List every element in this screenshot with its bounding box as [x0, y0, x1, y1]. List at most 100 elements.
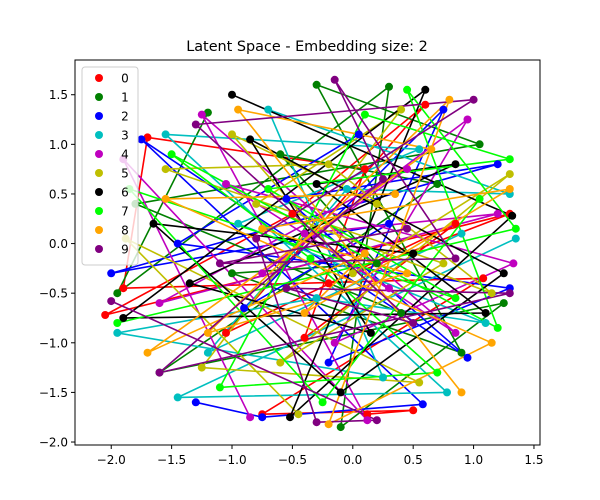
series-5-point: [372, 199, 381, 208]
series-7-point: [360, 110, 369, 119]
series-5-point: [324, 160, 333, 169]
series-5-point: [197, 363, 206, 372]
series-9-point: [372, 416, 381, 425]
legend-box: [81, 66, 139, 266]
legend-label: 1: [121, 91, 129, 105]
series-2-point: [137, 135, 146, 144]
series-8-point: [143, 348, 152, 357]
series-5-point: [348, 269, 357, 278]
series-4-point: [330, 338, 339, 347]
series-9-point: [215, 259, 224, 268]
series-3-point: [443, 388, 451, 397]
series-8-point: [403, 269, 412, 278]
series-6-point: [481, 309, 490, 317]
series-7-point: [318, 398, 327, 407]
series-3-point: [415, 145, 424, 154]
series-4-point: [258, 269, 267, 278]
series-2-point: [418, 400, 427, 409]
series-4-point: [451, 328, 460, 337]
series-7-point: [264, 185, 273, 193]
series-1-point: [312, 80, 321, 89]
legend-label: 9: [121, 243, 129, 257]
series-2-point: [282, 194, 291, 203]
y-tick-label: −1.0: [39, 336, 68, 350]
y-tick-label: −2.0: [39, 436, 68, 450]
y-tick-label: 0.0: [49, 237, 68, 251]
series-2-point: [240, 304, 249, 313]
series-2-point: [463, 353, 472, 362]
series-4-point: [403, 165, 412, 174]
series-8-point: [487, 338, 496, 347]
series-3-point: [511, 234, 520, 243]
series-7-point: [215, 383, 224, 392]
series-9-point: [451, 254, 460, 263]
x-tick-label: −2.0: [97, 453, 126, 467]
series-5-point: [161, 165, 170, 174]
series-5-point: [487, 289, 496, 298]
legend-label: 6: [121, 186, 129, 200]
series-1-point: [433, 180, 442, 188]
legend-label: 0: [121, 72, 129, 86]
series-5-point: [439, 259, 448, 268]
x-tick-label: 0.5: [404, 453, 423, 467]
legend-marker: [95, 74, 103, 82]
series-8-point: [457, 388, 466, 397]
series-1-point: [372, 259, 381, 268]
series-6-point: [228, 90, 236, 99]
series-0-point: [288, 209, 297, 218]
legend-label: 5: [121, 167, 129, 181]
series-6-point: [119, 314, 128, 322]
series-0-point: [479, 274, 488, 283]
series-7-point: [493, 323, 502, 332]
series-4-point: [155, 299, 164, 308]
series-6-point: [185, 279, 194, 288]
series-8-point: [505, 185, 514, 193]
series-0-point: [300, 333, 309, 342]
series-0-point: [222, 328, 230, 337]
series-6-point: [286, 413, 294, 422]
y-tick-label: 1.5: [49, 88, 68, 102]
y-tick-label: −1.5: [39, 386, 68, 400]
series-4-point: [197, 110, 206, 119]
legend-marker: [95, 112, 103, 120]
legend-marker: [95, 188, 103, 196]
series-3-point: [173, 393, 182, 402]
series-4-point: [385, 284, 393, 293]
series-0-point: [324, 279, 333, 288]
series-5-point: [252, 199, 261, 208]
series-3-point: [203, 348, 212, 357]
series-4-point: [509, 259, 518, 268]
series-6-point: [246, 135, 255, 144]
x-tick-label: 1.5: [524, 453, 543, 467]
series-2-point: [385, 219, 393, 228]
series-7-point: [475, 194, 484, 203]
y-tick-label: −0.5: [39, 287, 68, 301]
series-9-point: [107, 297, 116, 306]
series-1-point: [475, 140, 484, 149]
series-4-point: [246, 413, 255, 422]
series-3-point: [342, 185, 351, 193]
legend-label: 8: [121, 224, 129, 238]
series-points: [101, 75, 520, 432]
series-7-point: [113, 319, 122, 327]
series-6-point: [508, 211, 517, 220]
series-0-point: [119, 284, 128, 293]
series-2-point: [439, 105, 448, 114]
series-9-point: [191, 120, 200, 129]
series-8-point: [360, 249, 369, 258]
series-6-point: [312, 180, 321, 188]
series-9-point: [282, 284, 291, 293]
series-2-point: [191, 398, 200, 407]
series-5-point: [397, 105, 406, 114]
series-8-point: [234, 105, 243, 114]
series-9-point: [252, 234, 261, 243]
series-5-point: [276, 358, 285, 367]
series-2-point: [173, 239, 182, 248]
series-2-point: [493, 160, 502, 169]
series-0-point: [101, 311, 110, 319]
series-3-point: [161, 130, 170, 139]
series-1-point: [499, 299, 508, 308]
legend-label: 3: [121, 129, 129, 143]
legend-marker: [95, 226, 103, 234]
